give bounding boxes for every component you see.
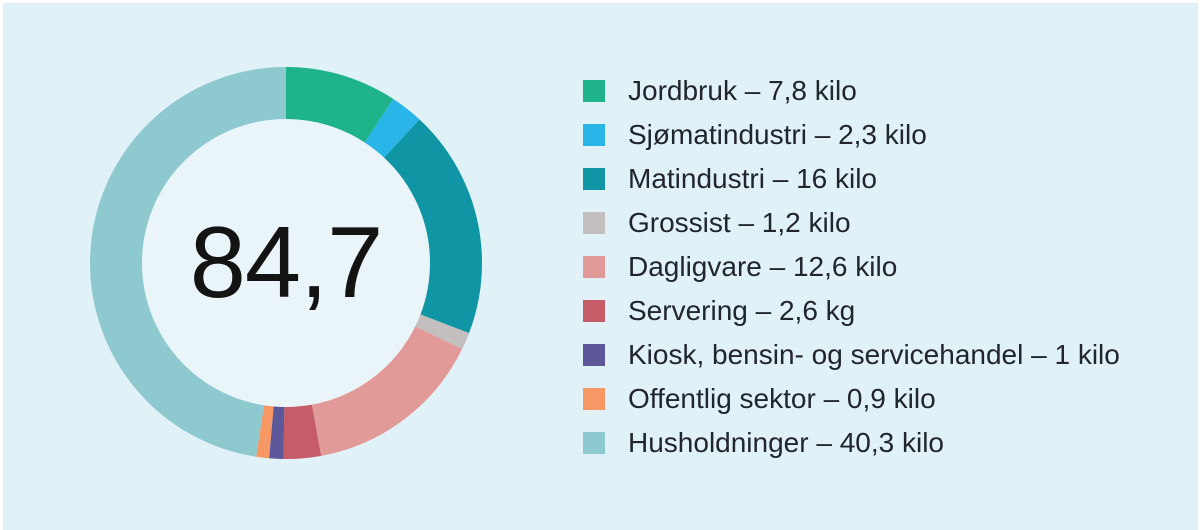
legend-item-5[interactable]: Dagligvare – 12,6 kilo [583,245,1120,289]
donut-chart-area: 84,7 [90,67,482,459]
legend-swatch-icon [583,344,605,366]
legend-item-8[interactable]: Offentlig sektor – 0,9 kilo [583,377,1120,421]
donut-chart[interactable] [90,67,482,459]
legend-item-7[interactable]: Kiosk, bensin- og servicehandel – 1 kilo [583,333,1120,377]
legend-swatch-icon [583,124,605,146]
legend-item-3[interactable]: Matindustri – 16 kilo [583,157,1120,201]
legend-item-label: Husholdninger – 40,3 kilo [628,426,944,458]
legend-item-2[interactable]: Sjømatindustri – 2,3 kilo [583,113,1120,157]
legend-item-label: Kiosk, bensin- og servicehandel – 1 kilo [628,338,1120,370]
legend-swatch-icon [583,256,605,278]
legend-item-label: Offentlig sektor – 0,9 kilo [628,382,936,414]
legend-item-4[interactable]: Grossist – 1,2 kilo [583,201,1120,245]
donut-segment-3[interactable] [90,67,482,459]
legend-item-6[interactable]: Servering – 2,6 kg [583,289,1120,333]
legend-swatch-icon [583,168,605,190]
legend: Jordbruk – 7,8 kilo Sjømatindustri – 2,3… [583,69,1120,465]
legend-item-label: Servering – 2,6 kg [628,294,856,326]
legend-item-label: Jordbruk – 7,8 kilo [628,74,857,106]
legend-swatch-icon [583,432,605,454]
chart-panel: 84,7 Jordbruk – 7,8 kilo Sjømatindustri … [3,3,1198,530]
legend-swatch-icon [583,300,605,322]
donut-hole [142,119,430,407]
legend-item-label: Matindustri – 16 kilo [628,162,878,194]
legend-swatch-icon [583,212,605,234]
legend-swatch-icon [583,80,605,102]
legend-item-label: Dagligvare – 12,6 kilo [628,250,898,282]
legend-item-1[interactable]: Jordbruk – 7,8 kilo [583,69,1120,113]
legend-item-9[interactable]: Husholdninger – 40,3 kilo [583,421,1120,465]
donut-segment-6[interactable] [90,67,482,459]
legend-item-label: Grossist – 1,2 kilo [628,206,851,238]
legend-item-label: Sjømatindustri – 2,3 kilo [628,118,927,150]
legend-swatch-icon [583,388,605,410]
donut-segment-9[interactable] [90,67,482,459]
